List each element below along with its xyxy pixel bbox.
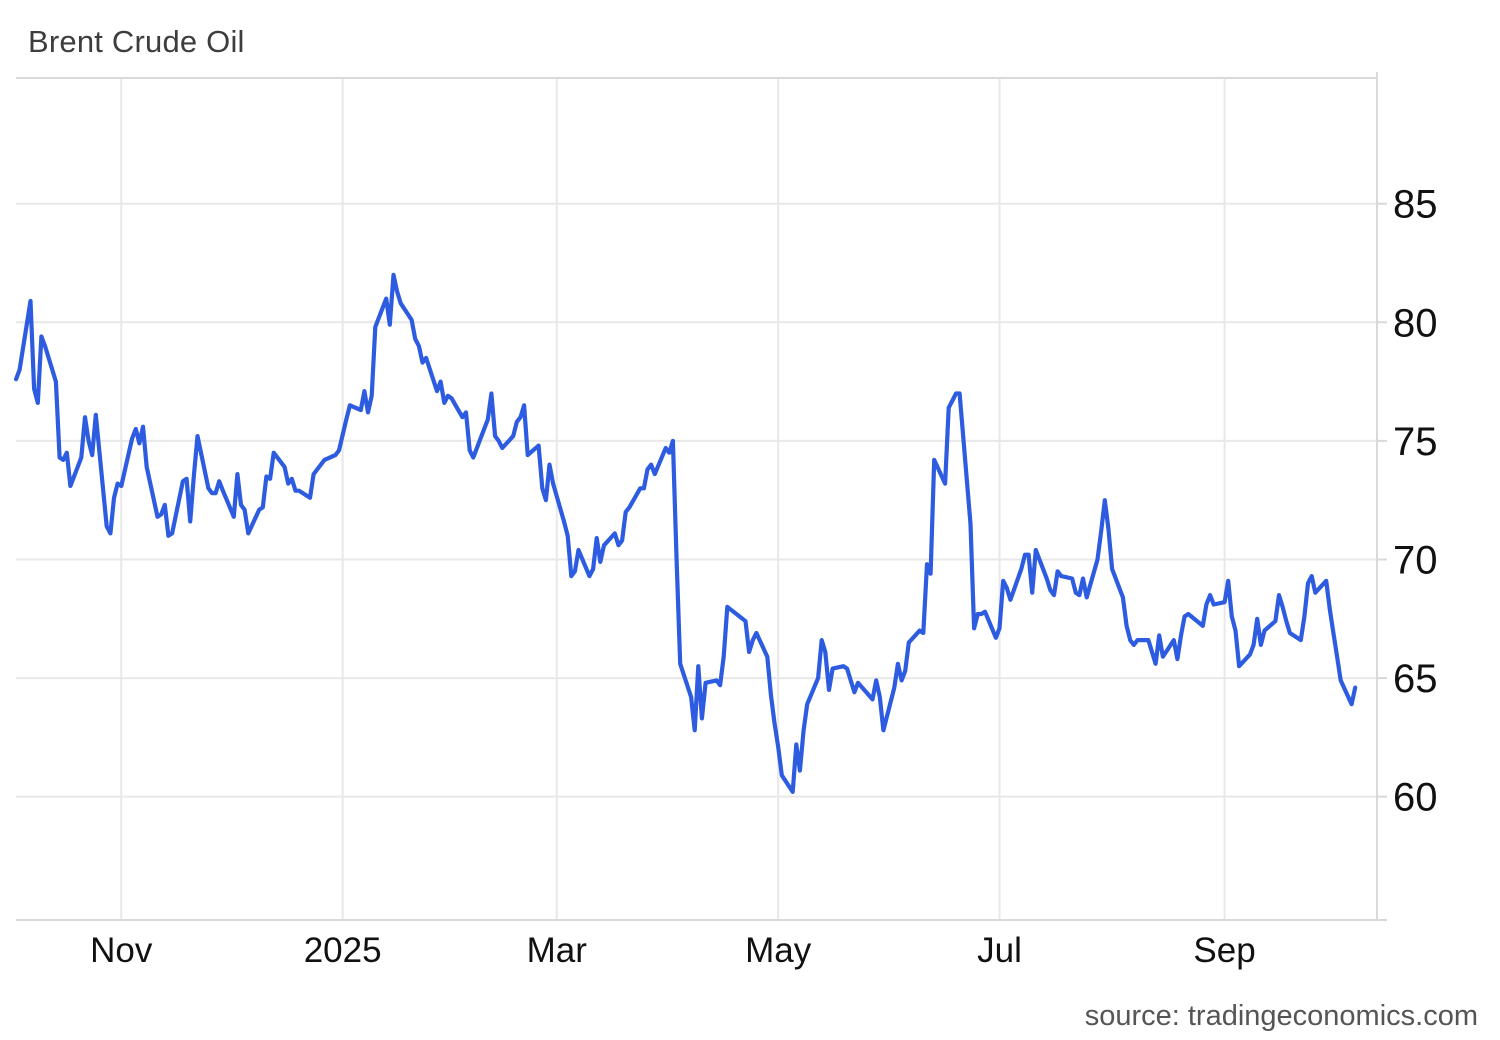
y-tick-label: 70 xyxy=(1393,538,1438,582)
price-line xyxy=(13,272,1358,794)
source-attribution: source: tradingeconomics.com xyxy=(1084,1000,1478,1032)
y-tick-label: 85 xyxy=(1393,183,1438,227)
x-tick-label: 2025 xyxy=(304,931,382,970)
x-tick-label: Nov xyxy=(90,931,153,970)
y-tick-label: 65 xyxy=(1393,657,1438,701)
chart-title: Brent Crude Oil xyxy=(28,24,245,59)
y-tick-label: 75 xyxy=(1393,420,1438,464)
y-tick-label: 80 xyxy=(1393,301,1438,345)
x-tick-label: Jul xyxy=(977,931,1022,970)
x-tick-label: Mar xyxy=(527,931,588,970)
x-tick-label: May xyxy=(745,931,812,970)
x-tick-label: Sep xyxy=(1193,931,1255,970)
y-tick-label: 60 xyxy=(1393,776,1438,820)
